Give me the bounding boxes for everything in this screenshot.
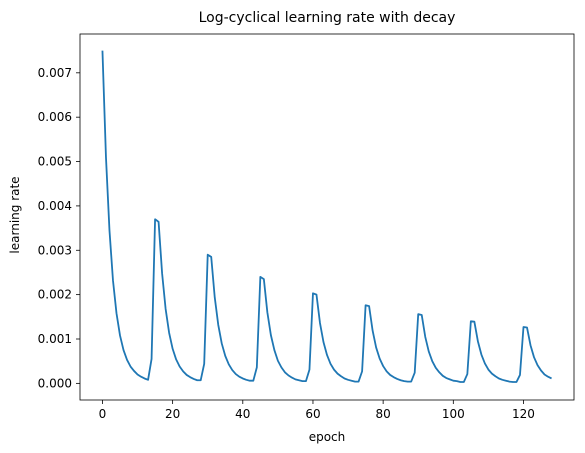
x-tick-label: 40 xyxy=(235,407,250,421)
x-axis-label: epoch xyxy=(309,430,346,444)
y-axis: 0.000 0.001 0.002 0.003 0.004 0.005 0.006 0.007 xyxy=(38,66,80,390)
x-tick-label: 60 xyxy=(305,407,320,421)
y-axis-label: learning rate xyxy=(8,176,22,253)
y-tick-label: 0.001 xyxy=(38,332,72,346)
x-axis: 0 20 40 60 80 100 120 xyxy=(99,400,535,421)
x-tick-label: 80 xyxy=(375,407,390,421)
y-tick-label: 0.003 xyxy=(38,243,72,257)
y-tick-label: 0.000 xyxy=(38,376,72,390)
learning-rate-line xyxy=(101,50,552,383)
y-tick-label: 0.007 xyxy=(38,66,72,80)
chart-title: Log-cyclical learning rate with decay xyxy=(199,10,456,26)
y-tick-label: 0.004 xyxy=(38,199,72,213)
x-tick-label: 20 xyxy=(165,407,180,421)
x-tick-label: 120 xyxy=(512,407,535,421)
y-tick-label: 0.006 xyxy=(38,110,72,124)
y-tick-label: 0.002 xyxy=(38,288,72,302)
x-tick-label: 0 xyxy=(99,407,107,421)
y-tick-label: 0.005 xyxy=(38,155,72,169)
x-tick-label: 100 xyxy=(442,407,465,421)
plot-area xyxy=(79,33,575,401)
